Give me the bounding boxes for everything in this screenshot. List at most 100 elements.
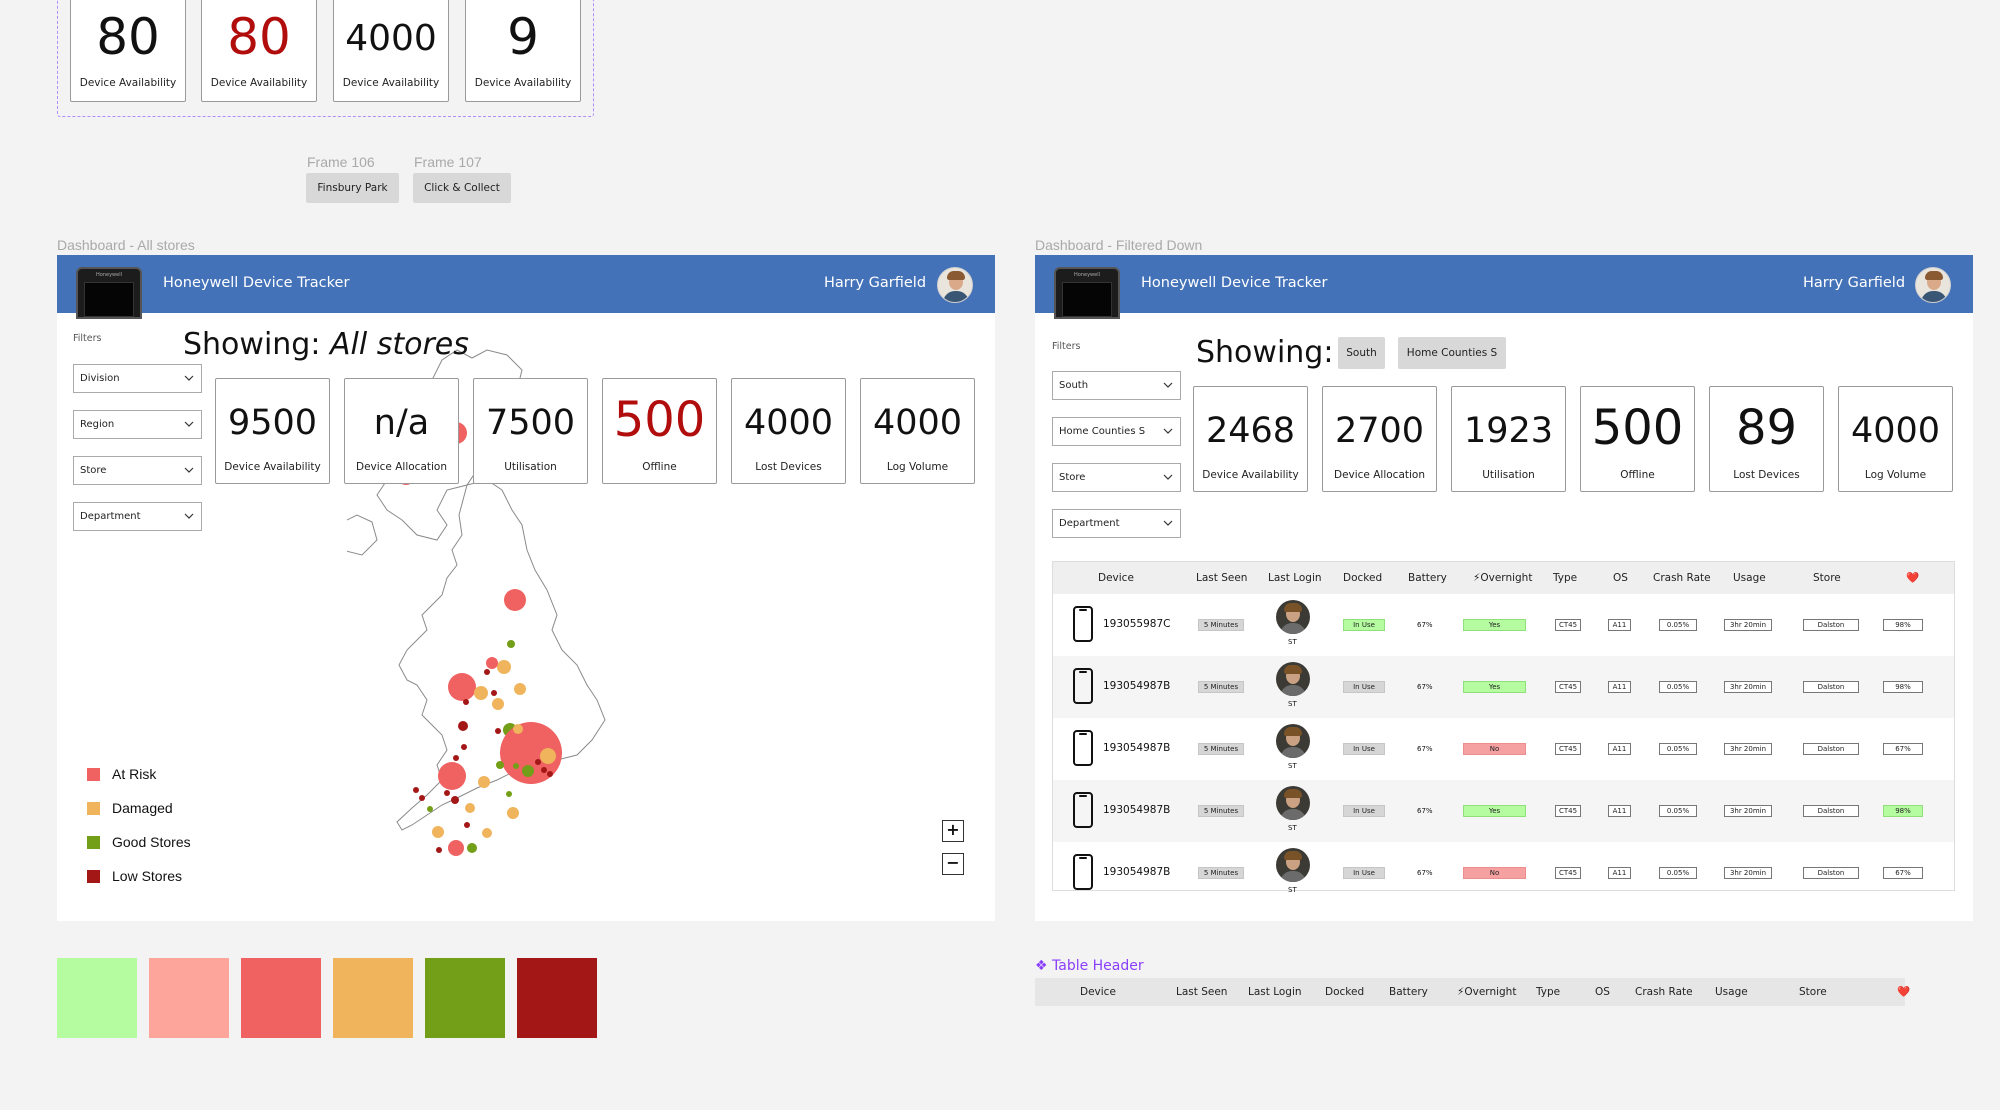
store-marker[interactable] — [461, 744, 467, 750]
zoom-out-button[interactable]: − — [942, 853, 964, 875]
store-marker[interactable] — [497, 660, 511, 674]
column-header[interactable]: Last Login — [1268, 572, 1322, 584]
store-marker[interactable] — [492, 698, 504, 710]
stat-card[interactable]: 2468 Device Availability — [1193, 386, 1308, 492]
table-row[interactable]: 193054987B 5 Minutes ST In Use 67% Yes CT45 A11… — [1053, 656, 1954, 718]
filter-dropdown[interactable]: Store — [1052, 463, 1181, 492]
table-row[interactable]: 193054987B 5 Minutes ST In Use 67% No CT45 A11 0… — [1053, 842, 1954, 904]
login-avatar[interactable] — [1276, 600, 1310, 634]
store-marker[interactable] — [484, 669, 490, 675]
filter-dropdown[interactable]: Store — [73, 456, 202, 485]
store-marker[interactable] — [478, 776, 490, 788]
stat-card[interactable]: 4000 Log Volume — [860, 378, 975, 484]
column-header[interactable]: ❤️ — [1906, 572, 1920, 584]
store-marker[interactable] — [453, 755, 459, 761]
store-marker[interactable] — [547, 771, 553, 777]
store-marker[interactable] — [448, 840, 464, 856]
store-marker[interactable] — [474, 686, 488, 700]
stat-card[interactable]: 4000 Lost Devices — [731, 378, 846, 484]
store-marker[interactable] — [514, 683, 526, 695]
health: 98% — [1883, 805, 1923, 817]
store-marker[interactable] — [496, 761, 504, 769]
device-id: 193055987C — [1103, 618, 1171, 630]
filter-dropdown[interactable]: Home Counties S — [1052, 417, 1181, 446]
column-header[interactable]: Battery — [1408, 572, 1447, 584]
filter-chip-home-counties[interactable]: Home Counties S — [1398, 337, 1506, 369]
stat-card[interactable]: 7500 Utilisation — [473, 378, 588, 484]
table-row[interactable]: 193054987B 5 Minutes ST In Use 67% No CT45 A11 0… — [1053, 718, 1954, 780]
color-swatch — [149, 958, 229, 1038]
stat-card[interactable]: 2700 Device Allocation — [1322, 386, 1437, 492]
store-marker[interactable] — [507, 807, 519, 819]
crash-rate: 0.05% — [1659, 619, 1697, 631]
store-marker[interactable] — [541, 767, 547, 773]
zoom-in-button[interactable]: + — [942, 820, 964, 842]
filter-dropdown[interactable]: Division — [73, 364, 202, 393]
store-marker[interactable] — [438, 762, 466, 790]
store-marker[interactable] — [507, 640, 515, 648]
store-marker[interactable] — [486, 657, 498, 669]
stat-card[interactable]: 1923 Utilisation — [1451, 386, 1566, 492]
store-marker[interactable] — [467, 843, 477, 853]
frame-107-label: Frame 107 — [414, 154, 482, 170]
stat-card[interactable]: 89 Lost Devices — [1709, 386, 1824, 492]
store-marker[interactable] — [535, 759, 541, 765]
store-marker[interactable] — [522, 765, 534, 777]
store-marker[interactable] — [482, 828, 492, 838]
store-marker[interactable] — [458, 721, 468, 731]
user-name[interactable]: Harry Garfield — [1803, 275, 1906, 291]
stat-card[interactable]: 4000 Log Volume — [1838, 386, 1953, 492]
column-header[interactable]: ⚡Overnight — [1473, 572, 1533, 584]
store-marker[interactable] — [463, 699, 469, 705]
stat-card[interactable]: 9500 Device Availability — [215, 378, 330, 484]
filter-dropdown[interactable]: South — [1052, 371, 1181, 400]
stat-card[interactable]: n/a Device Allocation — [344, 378, 459, 484]
store-marker[interactable] — [540, 748, 556, 764]
column-header[interactable]: Usage — [1733, 572, 1766, 584]
filter-dropdown[interactable]: Department — [73, 502, 202, 531]
filter-dropdown[interactable]: Department — [1052, 509, 1181, 538]
store-marker[interactable] — [427, 806, 433, 812]
store-marker[interactable] — [451, 796, 459, 804]
filters-label: Filters — [1052, 341, 1081, 352]
click-collect-chip[interactable]: Click & Collect — [413, 173, 511, 203]
filter-dropdown[interactable]: Region — [73, 410, 202, 439]
column-header[interactable]: OS — [1613, 572, 1628, 584]
overnight-status: No — [1463, 867, 1526, 879]
column-header[interactable]: Last Seen — [1196, 572, 1248, 584]
user-name[interactable]: Harry Garfield — [824, 275, 927, 291]
login-avatar[interactable] — [1276, 724, 1310, 758]
column-header: Battery — [1389, 986, 1428, 998]
column-header[interactable]: Crash Rate — [1653, 572, 1711, 584]
store-marker[interactable] — [506, 791, 512, 797]
avatar[interactable] — [1915, 267, 1951, 303]
store-marker[interactable] — [432, 826, 444, 838]
table-row[interactable]: 193055987C 5 Minutes ST In Use 67% Yes CT45 A11… — [1053, 594, 1954, 656]
store-marker[interactable] — [436, 847, 442, 853]
store-marker[interactable] — [513, 724, 523, 734]
filter-chip-south[interactable]: South — [1338, 337, 1385, 369]
store-marker[interactable] — [448, 673, 476, 701]
login-avatar[interactable] — [1276, 848, 1310, 882]
avatar[interactable] — [937, 267, 973, 303]
column-header[interactable]: Store — [1813, 572, 1841, 584]
store-marker[interactable] — [413, 787, 419, 793]
column-header[interactable]: Type — [1553, 572, 1578, 584]
table-row[interactable]: 193054987B 5 Minutes ST In Use 67% Yes CT45 A11… — [1053, 780, 1954, 842]
store-marker[interactable] — [491, 690, 497, 696]
column-header[interactable]: Docked — [1343, 572, 1383, 584]
finsbury-park-chip[interactable]: Finsbury Park — [306, 173, 399, 203]
store-marker[interactable] — [513, 763, 519, 769]
store-marker[interactable] — [419, 795, 425, 801]
login-avatar[interactable] — [1276, 786, 1310, 820]
store-marker[interactable] — [464, 822, 470, 828]
store-marker[interactable] — [444, 790, 450, 796]
stat-label: Device Availability — [474, 77, 572, 89]
column-header[interactable]: Device — [1098, 572, 1134, 584]
stat-card[interactable]: 500 Offline — [1580, 386, 1695, 492]
store-marker[interactable] — [465, 803, 475, 813]
login-avatar[interactable] — [1276, 662, 1310, 696]
store-marker[interactable] — [495, 728, 501, 734]
stat-card[interactable]: 500 Offline — [602, 378, 717, 484]
store-marker[interactable] — [504, 589, 526, 611]
